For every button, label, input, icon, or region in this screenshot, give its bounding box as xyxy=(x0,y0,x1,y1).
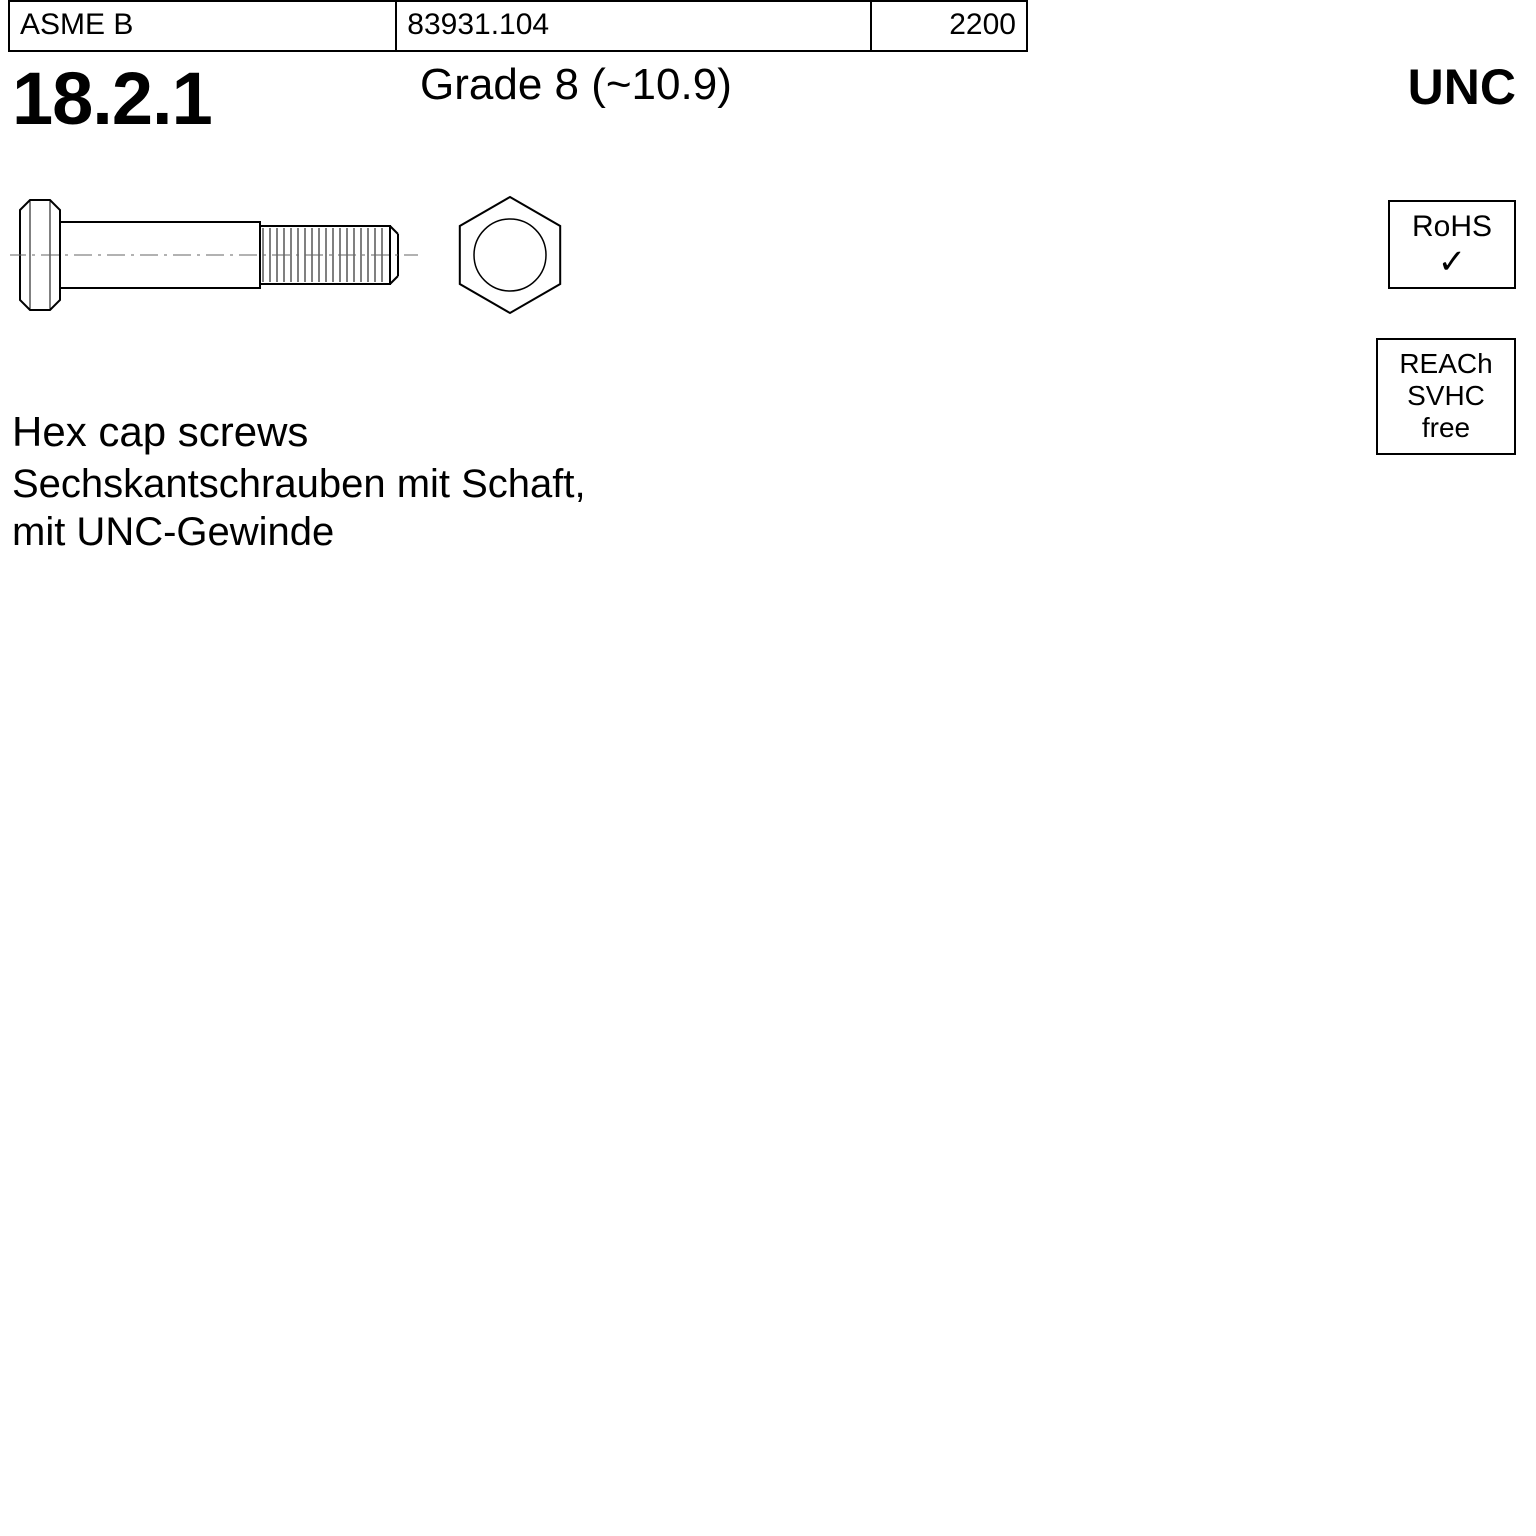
standard-number: 18.2.1 xyxy=(12,56,212,141)
header-table: ASME B 83931.104 2200 xyxy=(8,0,1028,52)
bolt-diagram xyxy=(10,180,610,360)
reach-line1: REACh xyxy=(1392,348,1500,380)
title-german-2: mit UNC-Gewinde xyxy=(12,510,334,555)
thread-label: UNC xyxy=(1408,58,1516,116)
header-left: ASME B xyxy=(9,1,396,51)
check-icon: ✓ xyxy=(1404,245,1500,279)
title-english: Hex cap screws xyxy=(12,408,308,456)
reach-badge: REACh SVHC free xyxy=(1376,338,1516,455)
header-right: 2200 xyxy=(871,1,1027,51)
reach-line2: SVHC xyxy=(1392,380,1500,412)
rohs-label: RoHS xyxy=(1404,210,1500,245)
header-center: 83931.104 xyxy=(396,1,871,51)
grade-line: Grade 8 (~10.9) xyxy=(420,60,732,110)
reach-line3: free xyxy=(1392,412,1500,444)
rohs-badge: RoHS ✓ xyxy=(1388,200,1516,289)
bolt-diagram-svg xyxy=(10,180,610,340)
title-german-1: Sechskantschrauben mit Schaft, xyxy=(12,462,586,507)
